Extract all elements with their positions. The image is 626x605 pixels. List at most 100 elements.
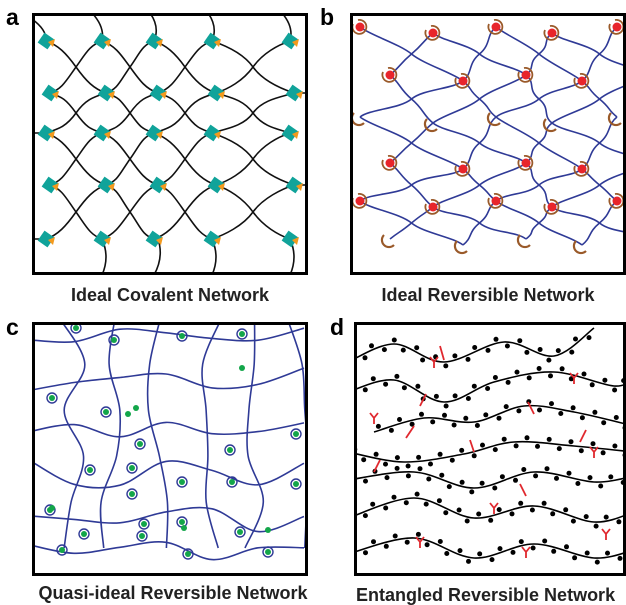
chain-bead bbox=[437, 498, 442, 503]
polymer-chain bbox=[212, 93, 294, 133]
sticker-dot bbox=[293, 431, 299, 437]
chain-bead bbox=[605, 551, 610, 556]
chain-bead bbox=[554, 476, 559, 481]
sticker-dot bbox=[59, 547, 65, 553]
chain-bead bbox=[545, 466, 550, 471]
chain-bead bbox=[537, 408, 542, 413]
chain-bead bbox=[546, 358, 551, 363]
polymer-chain bbox=[154, 185, 216, 239]
chain-bead bbox=[494, 337, 499, 342]
polymer-chain bbox=[433, 75, 526, 123]
polymer-chain bbox=[496, 169, 582, 201]
reversible-chains bbox=[360, 27, 626, 245]
chain-bead bbox=[457, 508, 462, 513]
chain-bead bbox=[497, 507, 502, 512]
chain-bead bbox=[383, 462, 388, 467]
chain-bead bbox=[505, 344, 510, 349]
chain-bead bbox=[428, 462, 433, 467]
chain-bead bbox=[572, 555, 577, 560]
chain-bead bbox=[502, 437, 507, 442]
chain-bead bbox=[452, 423, 457, 428]
chain-bead bbox=[550, 511, 555, 516]
chain-bead bbox=[444, 404, 449, 409]
polymer-chain bbox=[216, 133, 290, 185]
chain-bead bbox=[466, 559, 471, 564]
chain-bead bbox=[527, 375, 532, 380]
chain-bead bbox=[612, 388, 617, 393]
chain-bead bbox=[472, 453, 477, 458]
chain-bead bbox=[537, 366, 542, 371]
entangled-chains bbox=[354, 328, 626, 558]
sticker-dot bbox=[613, 197, 622, 206]
reversible-bond-dumbbell bbox=[580, 430, 586, 442]
chain-bead bbox=[569, 350, 574, 355]
chain-bead bbox=[513, 478, 518, 483]
chain-bead bbox=[498, 546, 503, 551]
chain-bead bbox=[466, 396, 471, 401]
covalent-chains bbox=[32, 13, 308, 275]
entangled-reversible-network-diagram bbox=[354, 322, 626, 576]
chain-bead bbox=[414, 345, 419, 350]
chain-bead bbox=[571, 405, 576, 410]
chain-bead bbox=[521, 467, 526, 472]
chain-bead bbox=[542, 501, 547, 506]
chain-bead bbox=[547, 437, 552, 442]
polymer-chain bbox=[354, 472, 626, 488]
chain-bead bbox=[519, 539, 524, 544]
chain-bead bbox=[395, 466, 400, 471]
sticker-dot bbox=[548, 29, 557, 38]
chain-bead bbox=[384, 544, 389, 549]
sticker-dot bbox=[129, 491, 135, 497]
chain-bead bbox=[376, 424, 381, 429]
sticker-dot bbox=[185, 551, 191, 557]
chain-bead bbox=[383, 506, 388, 511]
chain-bead bbox=[469, 489, 474, 494]
chain-bead bbox=[472, 384, 477, 389]
chain-bead bbox=[492, 486, 497, 491]
quasi-ideal-reversible-network-diagram bbox=[32, 322, 308, 576]
sticker-dot bbox=[87, 467, 93, 473]
chain-bead bbox=[406, 473, 411, 478]
polymer-chain bbox=[32, 422, 304, 436]
ideal-covalent-network-diagram bbox=[32, 13, 308, 275]
sticker-dot bbox=[492, 197, 501, 206]
chain-bead bbox=[402, 385, 407, 390]
chain-bead bbox=[497, 416, 502, 421]
chain-bead bbox=[542, 539, 547, 544]
free-sticker-dot bbox=[239, 365, 245, 371]
caption-ideal-covalent-network: Ideal Covalent Network bbox=[32, 286, 308, 304]
polymer-chain bbox=[245, 322, 263, 548]
chain-bead bbox=[579, 448, 584, 453]
polymer-chain bbox=[59, 322, 84, 548]
chain-bead bbox=[430, 419, 435, 424]
reversible-bond-dumbbell bbox=[406, 426, 414, 438]
sticker-dot bbox=[179, 519, 185, 525]
chain-bead bbox=[392, 495, 397, 500]
chain-bead bbox=[564, 544, 569, 549]
chain-bead bbox=[618, 556, 623, 561]
chain-bead bbox=[591, 441, 596, 446]
chain-bead bbox=[475, 423, 480, 428]
polymer-chain bbox=[46, 93, 106, 133]
chain-bead bbox=[616, 519, 621, 524]
chain-bead bbox=[438, 452, 443, 457]
sticker-dot bbox=[429, 29, 438, 38]
chain-bead bbox=[602, 378, 607, 383]
chain-bead bbox=[363, 513, 368, 518]
chain-bead bbox=[416, 532, 421, 537]
chain-bead bbox=[582, 372, 587, 377]
chain-bead bbox=[395, 455, 400, 460]
chain-bead bbox=[425, 542, 430, 547]
chain-bead bbox=[363, 550, 368, 555]
chain-bead bbox=[490, 557, 495, 562]
sticker-dot bbox=[613, 23, 622, 32]
polymer-chain bbox=[46, 185, 106, 239]
chain-bead bbox=[415, 384, 420, 389]
chain-bead bbox=[531, 546, 536, 551]
sticker-dot bbox=[386, 71, 395, 80]
reversible-bond-dumbbell bbox=[470, 440, 474, 452]
chain-bead bbox=[369, 343, 374, 348]
polymer-chain bbox=[50, 133, 102, 185]
chain-bead bbox=[580, 415, 585, 420]
polymer-chain bbox=[216, 41, 290, 93]
